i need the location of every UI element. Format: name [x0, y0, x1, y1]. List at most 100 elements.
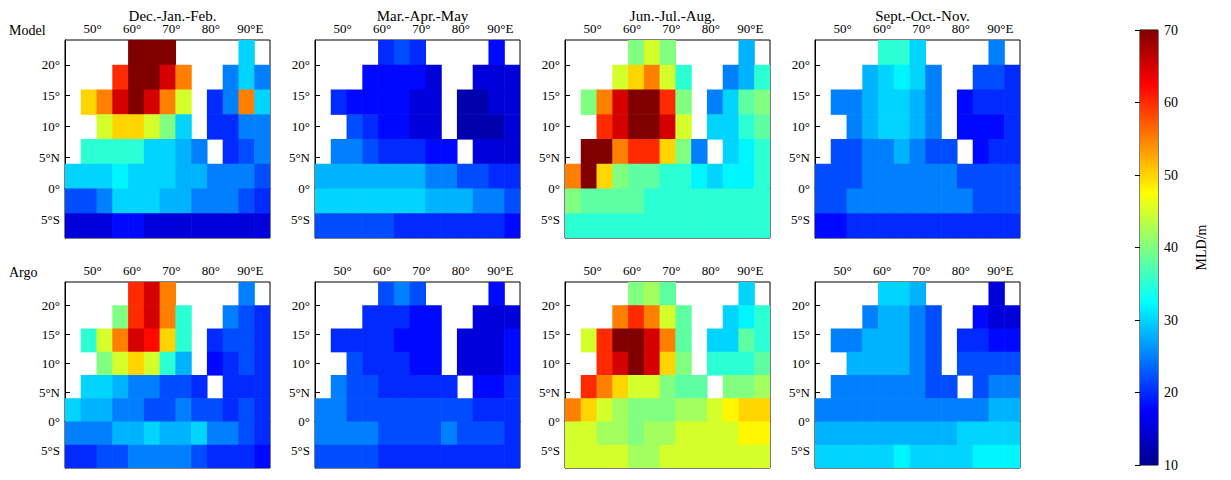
svg-text:50: 50 [1164, 168, 1178, 183]
svg-text:70°: 70° [412, 21, 431, 36]
svg-text:90°E: 90°E [737, 21, 763, 36]
svg-text:5°S: 5°S [791, 443, 810, 458]
svg-text:20°: 20° [292, 57, 310, 72]
svg-text:10°: 10° [292, 119, 310, 134]
svg-text:5°S: 5°S [41, 443, 60, 458]
svg-text:0°: 0° [48, 181, 60, 196]
svg-text:60°: 60° [872, 21, 892, 36]
svg-text:5°N: 5°N [39, 150, 61, 165]
svg-text:70°: 70° [662, 263, 680, 278]
svg-text:80°: 80° [952, 263, 970, 278]
svg-text:5°N: 5°N [789, 385, 811, 400]
svg-text:70°: 70° [412, 263, 430, 278]
svg-text:0°: 0° [48, 414, 60, 429]
svg-text:90°E: 90°E [987, 263, 1013, 278]
svg-text:80°: 80° [202, 263, 220, 278]
svg-text:0°: 0° [798, 414, 810, 429]
svg-text:5°N: 5°N [289, 385, 311, 400]
svg-text:15°: 15° [292, 88, 310, 103]
svg-text:Sept.-Oct.-Nov.: Sept.-Oct.-Nov. [875, 8, 969, 24]
svg-text:5°S: 5°S [541, 212, 560, 227]
svg-text:Model: Model [9, 23, 46, 38]
svg-text:Mar.-Apr.-May: Mar.-Apr.-May [377, 8, 469, 24]
svg-text:10°: 10° [792, 119, 810, 134]
svg-text:60°: 60° [623, 263, 641, 278]
svg-text:50°: 50° [83, 21, 101, 36]
svg-text:90°E: 90°E [487, 21, 513, 36]
svg-text:80°: 80° [201, 21, 220, 36]
svg-text:90°E: 90°E [237, 263, 263, 278]
svg-text:70°: 70° [662, 21, 681, 36]
svg-text:80°: 80° [702, 263, 720, 278]
svg-text:10°: 10° [292, 356, 310, 371]
svg-text:50°: 50° [83, 263, 101, 278]
svg-text:5°S: 5°S [291, 443, 310, 458]
svg-text:10°: 10° [542, 119, 560, 134]
svg-text:50°: 50° [833, 263, 851, 278]
svg-text:60°: 60° [372, 21, 392, 36]
svg-text:50°: 50° [583, 263, 601, 278]
svg-text:15°: 15° [792, 88, 810, 103]
svg-text:5°S: 5°S [41, 212, 60, 227]
svg-text:20: 20 [1164, 385, 1178, 400]
svg-text:0°: 0° [298, 181, 310, 196]
svg-text:5°S: 5°S [291, 212, 310, 227]
svg-text:70°: 70° [162, 263, 180, 278]
svg-text:20°: 20° [542, 57, 560, 72]
svg-text:15°: 15° [292, 327, 310, 342]
svg-text:90°E: 90°E [987, 21, 1013, 36]
svg-text:40: 40 [1164, 240, 1178, 255]
svg-text:80°: 80° [451, 21, 470, 36]
svg-text:15°: 15° [542, 88, 560, 103]
svg-text:15°: 15° [792, 327, 810, 342]
svg-text:20°: 20° [542, 298, 560, 313]
svg-text:5°N: 5°N [539, 150, 561, 165]
svg-text:20°: 20° [292, 298, 310, 313]
svg-text:5°N: 5°N [789, 150, 811, 165]
svg-text:20°: 20° [792, 57, 810, 72]
svg-text:10°: 10° [42, 356, 60, 371]
svg-text:15°: 15° [42, 88, 60, 103]
svg-text:60°: 60° [622, 21, 642, 36]
svg-text:Jun.-Jul.-Aug.: Jun.-Jul.-Aug. [630, 8, 715, 24]
svg-text:10: 10 [1164, 458, 1178, 473]
svg-text:5°N: 5°N [289, 150, 311, 165]
svg-text:80°: 80° [701, 21, 720, 36]
svg-text:Argo: Argo [9, 265, 38, 280]
svg-text:5°S: 5°S [791, 212, 810, 227]
svg-text:50°: 50° [333, 263, 351, 278]
svg-text:10°: 10° [42, 119, 60, 134]
svg-text:10°: 10° [542, 356, 560, 371]
svg-text:50°: 50° [833, 21, 851, 36]
svg-text:10°: 10° [792, 356, 810, 371]
svg-text:30: 30 [1164, 313, 1178, 328]
svg-text:0°: 0° [548, 414, 560, 429]
svg-text:90°E: 90°E [487, 263, 513, 278]
svg-text:60°: 60° [122, 21, 142, 36]
svg-text:0°: 0° [548, 181, 560, 196]
svg-text:0°: 0° [798, 181, 810, 196]
svg-text:20°: 20° [42, 57, 60, 72]
svg-text:15°: 15° [42, 327, 60, 342]
svg-text:0°: 0° [298, 414, 310, 429]
svg-text:5°N: 5°N [539, 385, 561, 400]
svg-text:60°: 60° [373, 263, 391, 278]
svg-text:50°: 50° [583, 21, 601, 36]
svg-text:Dec.-Jan.-Feb.: Dec.-Jan.-Feb. [129, 8, 217, 24]
svg-text:20°: 20° [42, 298, 60, 313]
svg-text:5°S: 5°S [541, 443, 560, 458]
svg-text:70°: 70° [162, 21, 181, 36]
svg-text:60°: 60° [123, 263, 141, 278]
svg-text:MLD/m: MLD/m [1194, 224, 1209, 270]
svg-text:20°: 20° [792, 298, 810, 313]
svg-text:70°: 70° [912, 263, 930, 278]
svg-text:70: 70 [1164, 23, 1178, 38]
svg-text:50°: 50° [333, 21, 351, 36]
svg-text:15°: 15° [542, 327, 560, 342]
svg-text:80°: 80° [452, 263, 470, 278]
svg-text:90°E: 90°E [737, 263, 763, 278]
svg-text:5°N: 5°N [39, 385, 61, 400]
svg-text:60°: 60° [873, 263, 891, 278]
svg-text:90°E: 90°E [237, 21, 263, 36]
svg-text:60: 60 [1164, 95, 1178, 110]
